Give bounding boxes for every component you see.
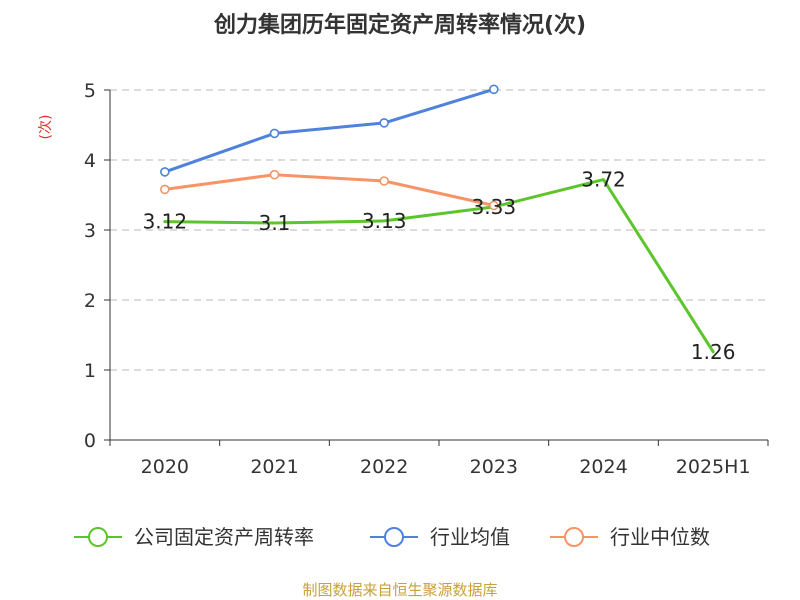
x-tick-label: 2021 [250, 456, 298, 478]
legend-marker [564, 527, 584, 547]
data-label: 1.26 [691, 340, 736, 364]
x-tick-label: 2024 [579, 456, 627, 478]
data-label: 3.33 [472, 195, 517, 219]
legend-label: 行业均值 [430, 525, 510, 549]
series-line-2 [163, 173, 496, 207]
axes [104, 89, 769, 446]
y-tick-label: 2 [84, 290, 96, 312]
legend-label: 行业中位数 [610, 525, 710, 549]
legend-label: 公司固定资产周转率 [134, 525, 314, 549]
series-line-0 [163, 178, 715, 354]
data-label: 3.13 [362, 209, 407, 233]
data-point [160, 184, 170, 195]
gridlines [110, 89, 768, 371]
data-point [379, 176, 389, 186]
data-label: 3.12 [143, 210, 188, 234]
series-lines [163, 87, 715, 354]
series-line-1 [163, 87, 496, 174]
data-point [489, 200, 499, 211]
y-tick-label: 4 [84, 150, 96, 172]
x-tick-label: 2023 [470, 456, 518, 478]
chart-title: 创力集团历年固定资产周转率情况(次) [213, 12, 586, 38]
series-markers [160, 84, 499, 211]
legend-marker [384, 527, 404, 547]
x-tick-label: 2022 [360, 456, 408, 478]
y-tick-label: 0 [84, 430, 96, 452]
data-point [269, 128, 280, 139]
y-tick-labels: 0 1 2 3 4 5 [84, 80, 96, 452]
data-label: 3.1 [259, 211, 291, 235]
y-tick-label: 5 [84, 80, 96, 102]
data-point [269, 169, 280, 180]
x-tick-labels: 2020 2021 2022 2023 2024 2025H1 [141, 456, 751, 478]
data-point [160, 167, 170, 177]
x-tick-label: 2020 [141, 456, 189, 478]
data-labels: 3.12 3.1 3.13 3.33 3.72 1.26 [143, 168, 736, 364]
data-label: 3.72 [581, 168, 626, 192]
y-axis-label: (次) [38, 115, 54, 140]
x-tick-label: 2025H1 [676, 456, 751, 478]
y-tick-label: 3 [84, 220, 96, 242]
source-note: 制图数据来自恒生聚源数据库 [302, 581, 497, 599]
legend-marker [88, 527, 108, 547]
y-tick-label: 1 [84, 360, 96, 382]
data-point [489, 84, 499, 95]
legend: 公司固定资产周转率 行业均值 行业中位数 [74, 525, 710, 549]
data-point [379, 118, 389, 128]
